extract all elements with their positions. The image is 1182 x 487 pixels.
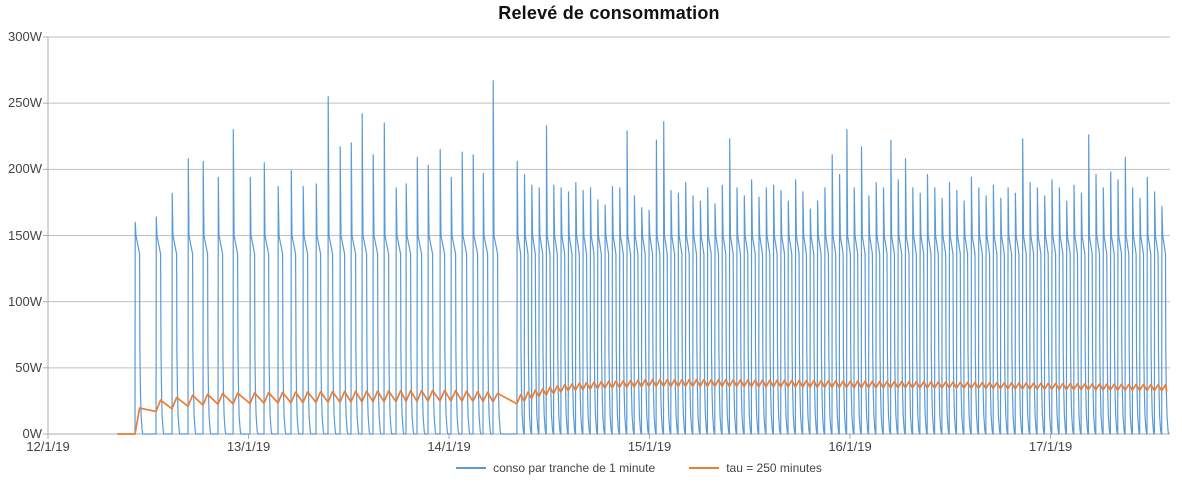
legend-swatch-tau-line bbox=[689, 467, 720, 469]
y-axis-label: 0W bbox=[22, 426, 43, 441]
legend-item-tau: tau = 250 minutes bbox=[689, 461, 822, 475]
chart-title: Relevé de consommation bbox=[498, 3, 720, 23]
y-axis-label: 250W bbox=[8, 95, 42, 111]
y-axis-label: 200W bbox=[8, 161, 42, 177]
legend-item-conso: conso par tranche de 1 minute bbox=[456, 461, 655, 475]
x-axis-label: 13/1/19 bbox=[226, 439, 271, 454]
x-axis-label: 17/1/19 bbox=[1028, 439, 1073, 454]
y-axis-label: 150W bbox=[8, 227, 42, 243]
conso-series-line bbox=[117, 80, 1170, 435]
y-axis-label: 300W bbox=[8, 29, 42, 44]
tau-series-line bbox=[117, 378, 1168, 435]
x-axis-label: 12/1/19 bbox=[26, 439, 70, 454]
legend-label-conso: conso par tranche de 1 minute bbox=[493, 461, 656, 475]
y-axis-label: 100W bbox=[8, 293, 42, 309]
x-axis-label: 15/1/19 bbox=[627, 439, 672, 454]
legend-label-tau: tau = 250 minutes bbox=[726, 461, 822, 475]
y-axis-label: 50W bbox=[15, 359, 42, 375]
legend-swatch-conso-line bbox=[456, 467, 487, 469]
x-axis-label: 14/1/19 bbox=[427, 439, 471, 454]
x-axis-label: 16/1/19 bbox=[828, 439, 872, 454]
legend: conso par tranche de 1 minute tau = 250 … bbox=[48, 461, 1170, 475]
